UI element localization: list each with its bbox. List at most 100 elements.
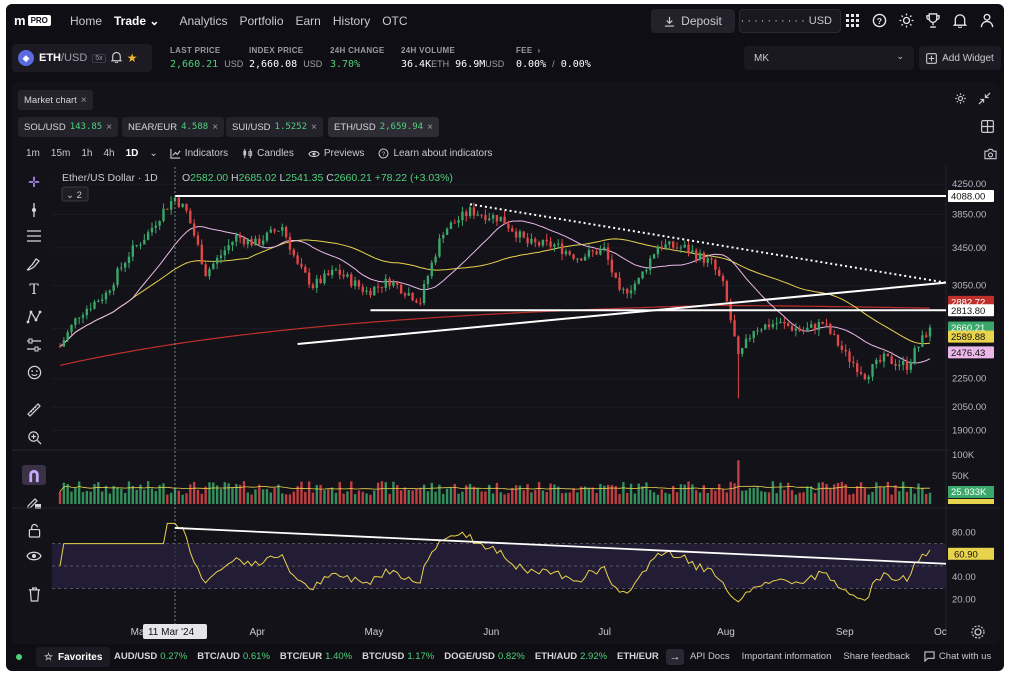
theme-sun-icon[interactable]: [898, 12, 914, 28]
brand-logo[interactable]: m PRO: [14, 13, 51, 28]
chip-sol-usd[interactable]: SOL/USD 143.85 ×: [18, 117, 119, 137]
axis-settings-gear-icon[interactable]: [971, 625, 985, 639]
ohlc-key: H: [231, 172, 239, 184]
api-docs-link[interactable]: API Docs: [690, 651, 730, 662]
collapse-icon[interactable]: [978, 92, 991, 108]
settings-gear-icon[interactable]: [954, 92, 967, 108]
crosshair-icon[interactable]: ✛: [28, 173, 40, 190]
ticker-item[interactable]: DOGE/USD 0.82%: [444, 651, 525, 662]
candle-body: [714, 259, 717, 270]
volume-bar: [350, 481, 353, 504]
tab-market-chart[interactable]: Market chart ×: [18, 90, 93, 110]
deposit-button[interactable]: Deposit: [651, 9, 735, 33]
zoom-in-icon[interactable]: [22, 427, 46, 447]
ticker-item[interactable]: ETH/AUD 2.92%: [535, 651, 607, 662]
nav-otc[interactable]: OTC: [382, 14, 408, 28]
nav-earn[interactable]: Earn: [295, 14, 321, 28]
nav-home[interactable]: Home: [70, 14, 103, 28]
chip-price: 143.85: [69, 122, 103, 132]
sliders-icon[interactable]: [22, 335, 46, 355]
trendline-icon[interactable]: [22, 200, 46, 220]
lock-icon[interactable]: [22, 520, 46, 540]
close-icon[interactable]: ×: [427, 121, 433, 133]
magnet-icon[interactable]: [22, 465, 46, 485]
nav-analytics[interactable]: Analytics: [179, 14, 228, 28]
nav-portfolio[interactable]: Portfolio: [239, 14, 284, 28]
candle-body: [346, 274, 349, 277]
timeframe-4h[interactable]: 4h: [103, 148, 115, 159]
trash-icon[interactable]: [22, 584, 46, 604]
volume-bar: [342, 493, 345, 504]
candles-button[interactable]: Candles: [242, 148, 294, 159]
camera-icon[interactable]: [984, 148, 997, 163]
timeframe-1d[interactable]: 1D: [125, 148, 139, 159]
price-chart[interactable]: 4250.003850.003450.003050.002650.002250.…: [12, 82, 1000, 644]
horizontal-lines-icon[interactable]: [22, 226, 46, 246]
pattern-icon[interactable]: [22, 307, 46, 327]
volume-bar: [422, 484, 426, 504]
help-icon[interactable]: ?: [871, 12, 887, 28]
candle-body: [852, 361, 855, 364]
volume-bar: [472, 486, 476, 504]
candle-body: [338, 269, 341, 275]
chip-near-eur[interactable]: NEAR/EUR 4.588 ×: [122, 117, 225, 137]
arrow-right-icon[interactable]: →: [666, 649, 684, 665]
pair-selector[interactable]: ◆ ETH/USD 5x ★: [12, 44, 152, 72]
balance-display[interactable]: · · · · · · · · · · USD: [739, 9, 841, 33]
account-select[interactable]: MK ⌄: [744, 46, 914, 70]
timeframe-1m[interactable]: 1m: [26, 148, 40, 159]
candle-body: [265, 232, 269, 241]
stat-fee[interactable]: FEE › 0.00% / 0.00%: [516, 46, 591, 70]
learn-indicators-link[interactable]: ? Learn about indicators: [378, 148, 492, 159]
layout-grid-icon[interactable]: [981, 120, 994, 136]
visibility-eye-icon[interactable]: [22, 546, 46, 566]
volume-bar: [365, 493, 368, 504]
candle-body: [595, 251, 598, 255]
volume-bar: [116, 487, 119, 504]
candle-body: [357, 280, 361, 287]
timeframe-15m[interactable]: 15m: [50, 148, 71, 159]
trophy-icon[interactable]: [925, 12, 941, 28]
chip-sui-usd[interactable]: SUI/USD 1.5252 ×: [226, 117, 323, 137]
volume-bar: [189, 484, 192, 504]
indicators-button[interactable]: Indicators: [170, 148, 228, 159]
share-feedback-link[interactable]: Share feedback: [843, 651, 910, 662]
candle-body: [235, 234, 238, 242]
candle-body: [327, 273, 330, 276]
alert-bell-icon[interactable]: [110, 51, 123, 66]
ticker-item[interactable]: BTC/USD 1.17%: [362, 651, 434, 662]
x-axis-label: Mar: [131, 627, 149, 638]
ticker-item[interactable]: BTC/AUD 0.61%: [197, 651, 270, 662]
favorites-button[interactable]: ☆ Favorites: [36, 647, 111, 667]
chat-button[interactable]: Chat with us: [924, 651, 991, 662]
user-icon[interactable]: [979, 12, 995, 28]
bell-icon[interactable]: [952, 12, 968, 28]
close-icon[interactable]: ×: [106, 121, 113, 133]
important-info-link[interactable]: Important information: [741, 651, 832, 662]
apps-grid-icon[interactable]: [844, 12, 860, 28]
candle-body: [70, 324, 73, 333]
close-icon[interactable]: ×: [311, 121, 317, 133]
volume-bar: [396, 485, 399, 504]
ticker-item[interactable]: BTC/EUR 1.40%: [280, 651, 352, 662]
volume-bar: [104, 485, 108, 504]
previews-button[interactable]: Previews: [308, 148, 364, 159]
ticker-item[interactable]: AUD/USD 0.27%: [114, 651, 187, 662]
close-icon[interactable]: ×: [80, 94, 87, 106]
text-tool-icon[interactable]: T: [29, 282, 39, 298]
add-widget-button[interactable]: Add Widget: [919, 46, 1001, 70]
candle-body: [790, 326, 794, 331]
nav-history[interactable]: History: [332, 14, 371, 28]
close-icon[interactable]: ×: [212, 121, 219, 133]
ruler-icon[interactable]: [22, 400, 46, 420]
brush-icon[interactable]: [22, 254, 46, 274]
timeframe-more-chevron-icon[interactable]: ⌄: [149, 148, 158, 159]
ticker-item[interactable]: ETH/EUR: [617, 651, 662, 662]
volume-bar: [771, 481, 775, 504]
star-icon[interactable]: ★: [126, 51, 138, 65]
emoji-icon[interactable]: [22, 362, 46, 382]
candle-body: [905, 361, 909, 370]
timeframe-1h[interactable]: 1h: [81, 148, 93, 159]
nav-trade[interactable]: Trade ⌄: [114, 14, 159, 28]
chip-eth-usd[interactable]: ETH/USD 2,659.94 ×: [328, 117, 439, 137]
